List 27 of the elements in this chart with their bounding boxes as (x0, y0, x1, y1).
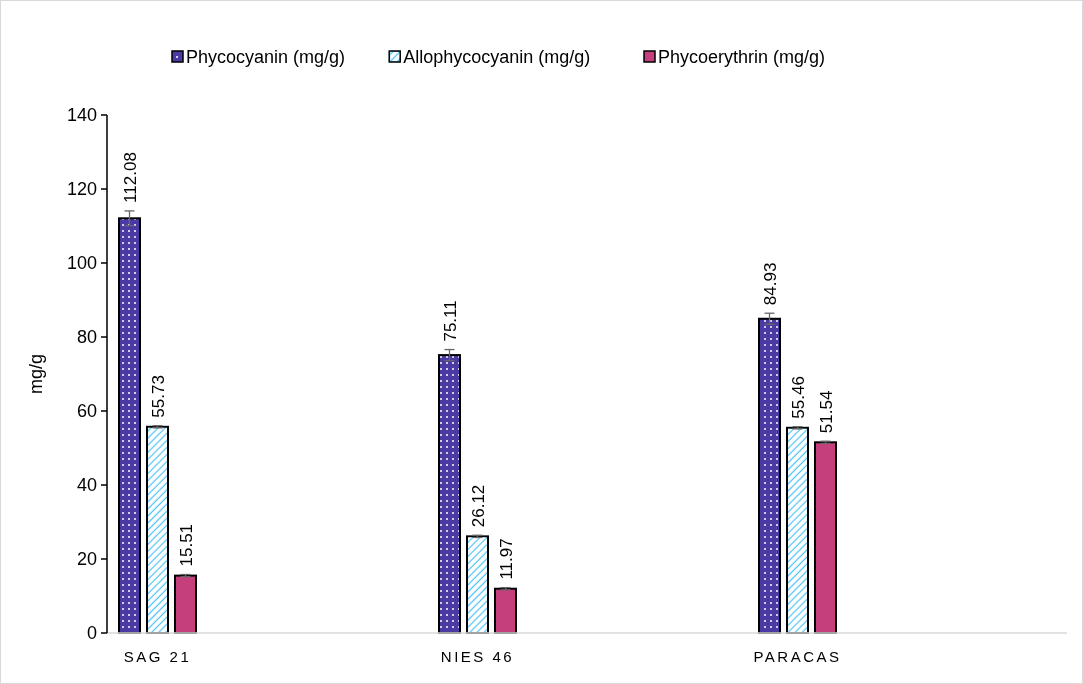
y-tick-label: 20 (76, 549, 97, 569)
y-tick-label: 80 (76, 327, 97, 347)
y-tick-label: 0 (86, 623, 97, 643)
data-label: 112.08 (120, 152, 140, 203)
x-tick-label: NIES 46 (440, 648, 515, 665)
legend-label: Allophycocyanin (mg/g) (403, 47, 591, 67)
bar (494, 587, 517, 634)
bar (174, 574, 197, 634)
y-tick-label: 140 (66, 105, 97, 125)
data-label: 84.93 (760, 262, 780, 306)
data-label: 75.11 (440, 300, 460, 342)
bar (814, 441, 837, 634)
data-label: 26.12 (468, 484, 488, 528)
y-axis-title: mg/g (26, 353, 46, 395)
data-label: 55.73 (148, 375, 168, 418)
data-label: 51.54 (816, 390, 836, 434)
data-label: 15.51 (176, 523, 196, 567)
y-tick-label: 100 (66, 253, 97, 273)
y-tick-label: 60 (76, 401, 97, 421)
data-label: 55.46 (788, 376, 808, 419)
data-label: 11.97 (496, 538, 516, 580)
legend-label: Phycoerythrin (mg/g) (658, 47, 826, 67)
x-tick-label: PARACAS (753, 648, 842, 665)
legend-label: Phycocyanin (mg/g) (186, 47, 346, 67)
x-tick-label: SAG 21 (123, 648, 192, 665)
y-tick-label: 120 (66, 179, 97, 199)
y-tick-label: 40 (76, 475, 97, 495)
